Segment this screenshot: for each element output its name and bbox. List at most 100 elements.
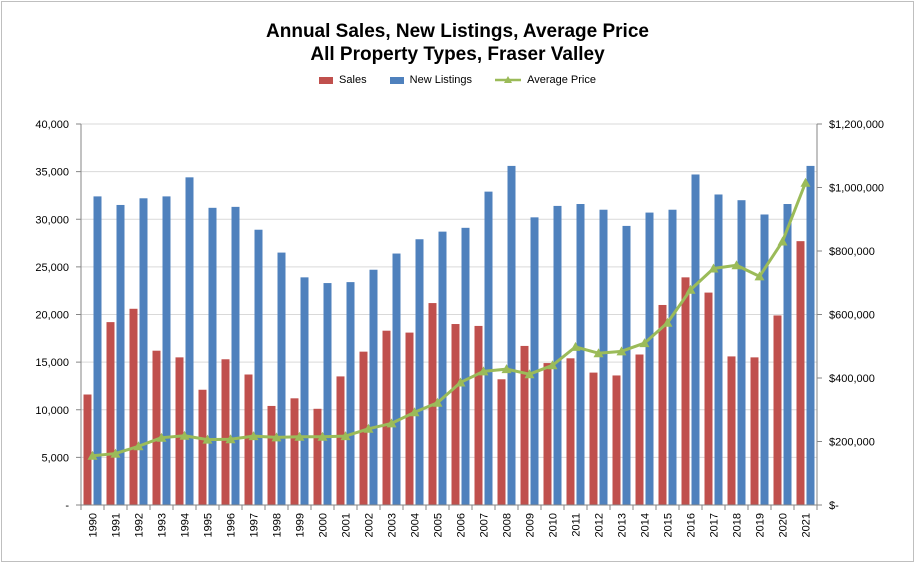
bar-sales (221, 359, 230, 505)
point-average-price (317, 431, 328, 441)
bar-sales (543, 363, 552, 505)
y-left-tick-label: 5,000 (41, 452, 69, 464)
bar-sales (336, 376, 345, 505)
x-tick-label: 1999 (295, 513, 307, 537)
bar-new-listings (645, 212, 654, 505)
chart-legend: Sales New Listings Average Price (0, 74, 915, 86)
bar-new-listings (484, 191, 493, 505)
y-right-tick-label: $- (829, 500, 839, 512)
y-right-tick-label: $600,000 (829, 310, 875, 322)
x-tick-label: 2021 (801, 513, 813, 537)
x-tick-label: 2005 (433, 513, 445, 537)
point-average-price (616, 346, 627, 356)
legend-swatch-new-listings (389, 76, 404, 84)
y-right-tick-label: $200,000 (829, 437, 875, 449)
y-left-tick-label: 20,000 (35, 310, 69, 322)
bar-new-listings (231, 206, 240, 505)
bar-sales (635, 354, 644, 505)
legend-label-new-listings: New Listings (409, 74, 472, 87)
bar-new-listings (93, 196, 102, 505)
point-average-price (271, 432, 282, 442)
bar-new-listings (599, 209, 608, 505)
point-average-price (731, 260, 742, 270)
point-average-price (156, 432, 167, 442)
bar-new-listings (622, 225, 631, 506)
x-tick-label: 2019 (755, 513, 767, 537)
point-average-price (570, 341, 581, 351)
bar-sales (773, 315, 782, 505)
point-average-price (409, 407, 420, 417)
bar-new-listings (323, 283, 332, 505)
bar-sales (566, 358, 575, 505)
point-average-price (432, 397, 443, 407)
bar-new-listings (139, 198, 148, 506)
bar-sales (727, 356, 736, 505)
legend-swatch-average-price (495, 76, 522, 84)
point-average-price (294, 431, 305, 441)
x-tick-label: 2020 (778, 513, 790, 537)
x-tick-label: 1998 (272, 513, 284, 537)
point-average-price (248, 431, 259, 441)
bar-sales (681, 277, 690, 505)
bar-sales (244, 374, 253, 505)
x-tick-label: 1992 (134, 513, 146, 537)
x-tick-label: 1993 (157, 513, 169, 537)
bar-new-listings (806, 165, 815, 505)
x-tick-label: 2018 (732, 513, 744, 537)
point-average-price (225, 434, 236, 444)
y-right-tick-label: $800,000 (829, 246, 875, 258)
point-average-price (800, 177, 811, 187)
point-average-price (662, 317, 673, 327)
chart-title-line-1: Annual Sales, New Listings, Average Pric… (266, 21, 649, 42)
bar-sales (267, 405, 276, 505)
bar-sales (290, 398, 299, 505)
x-tick-label: 1996 (226, 513, 238, 537)
x-tick-label: 2015 (663, 513, 675, 537)
bar-new-listings (576, 204, 585, 505)
bar-new-listings (277, 252, 286, 505)
bar-sales (175, 357, 184, 505)
x-tick-label: 1991 (111, 513, 123, 537)
point-average-price (685, 284, 696, 294)
x-tick-label: 2009 (525, 513, 537, 537)
y-right-tick-label: $400,000 (829, 373, 875, 385)
bar-sales (451, 324, 460, 505)
point-average-price (455, 377, 466, 387)
bar-new-listings (300, 277, 309, 505)
bar-sales (83, 394, 92, 505)
bar-sales (612, 375, 621, 505)
point-average-price (340, 431, 351, 441)
x-tick-label: 2014 (640, 513, 652, 537)
bar-sales (152, 350, 161, 505)
point-average-price (524, 369, 535, 379)
point-average-price (179, 430, 190, 440)
x-tick-label: 2012 (594, 513, 606, 537)
x-tick-label: 2016 (686, 513, 698, 537)
y-left-tick-label: 40,000 (35, 119, 69, 131)
bar-new-listings (162, 196, 171, 505)
bar-sales (750, 357, 759, 505)
y-left-tick-label: 35,000 (35, 167, 69, 179)
bar-new-listings (507, 165, 516, 505)
bar-new-listings (438, 231, 447, 505)
bar-new-listings (254, 229, 263, 506)
chart-title: Annual Sales, New Listings, Average Pric… (0, 20, 915, 66)
legend-item-average-price: Average Price (495, 74, 596, 86)
x-tick-label: 1995 (203, 513, 215, 537)
x-tick-label: 2013 (617, 513, 629, 537)
point-average-price (363, 423, 374, 433)
y-left-tick-label: 15,000 (35, 357, 69, 369)
bar-new-listings (208, 207, 217, 505)
y-left-tick-label: 10,000 (35, 405, 69, 417)
y-left-tick-label: - (65, 500, 69, 512)
bar-sales (106, 322, 115, 505)
x-tick-label: 2006 (456, 513, 468, 537)
bar-new-listings (668, 209, 677, 505)
y-right-tick-label: $1,200,000 (829, 119, 884, 131)
x-tick-label: 2003 (387, 513, 399, 537)
y-right-tick-label: $1,000,000 (829, 183, 884, 195)
point-average-price (87, 450, 98, 460)
legend-item-new-listings: New Listings (389, 74, 472, 87)
bar-sales (313, 408, 322, 505)
